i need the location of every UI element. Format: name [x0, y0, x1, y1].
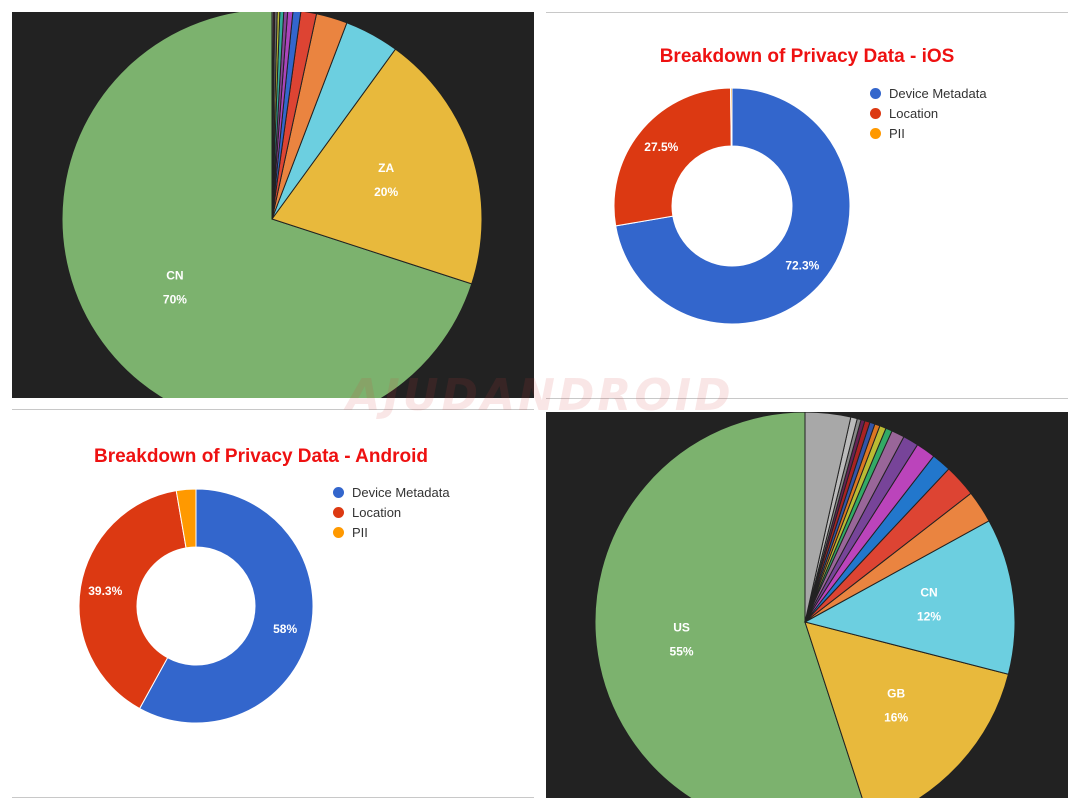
pie-slice-other-11	[271, 12, 274, 220]
pie-slice-cn	[61, 12, 473, 398]
separator-top-right	[546, 12, 1068, 13]
legend-item-device-metadata: Device Metadata	[333, 482, 450, 502]
android-chart-title: Breakdown of Privacy Data - Android	[94, 446, 428, 467]
slice-percent-label: 27.5%	[644, 140, 678, 154]
slice-name-label: CN	[166, 269, 183, 283]
legend-label: PII	[889, 125, 905, 141]
legend-item-pii: PII	[333, 522, 450, 542]
legend-swatch	[333, 526, 344, 538]
legend-item-location: Location	[870, 103, 987, 123]
slice-name-label: GB	[887, 687, 905, 701]
slice-percent-label: 58%	[273, 622, 297, 636]
pie-slice-us	[594, 412, 863, 798]
slice-percent-label: 20%	[374, 185, 398, 199]
country-pie-chart-2: US 55% GB 16% CN 12%	[594, 412, 1016, 798]
pie-slice-location	[78, 490, 187, 710]
slice-name-label: ZA	[378, 161, 394, 175]
slice-name-label: CN	[920, 585, 937, 599]
separator-middle-right	[546, 398, 1068, 399]
ios-chart-title: Breakdown of Privacy Data - iOS	[659, 46, 955, 67]
country-pie-chart-1: CN 70% ZA 20%	[61, 12, 483, 398]
slice-percent-label: 16%	[884, 711, 908, 725]
pie-slice-other-15	[804, 412, 852, 623]
legend-swatch	[870, 107, 881, 119]
legend-label: Location	[352, 504, 402, 520]
legend-label: Device Metadata	[889, 85, 987, 101]
ios-donut-panel: Breakdown of Privacy Data - iOS 72.3% 27.…	[546, 12, 1068, 398]
pie-slice-other-9	[271, 12, 278, 220]
legend-label: Location	[889, 105, 939, 121]
legend-label: PII	[352, 524, 368, 540]
legend-swatch	[333, 506, 344, 518]
android-donut-chart: 58% 39.3%	[78, 488, 314, 724]
legend-item-device-metadata: Device Metadata	[870, 83, 987, 103]
android-donut-panel: Breakdown of Privacy Data - Android 58% 3…	[12, 412, 534, 798]
legend-swatch	[870, 127, 881, 139]
legend-swatch	[333, 486, 344, 498]
legend-item-location: Location	[333, 502, 450, 522]
slice-percent-label: 55%	[670, 645, 694, 659]
separator-bottom-left	[12, 797, 534, 798]
slice-percent-label: 72.3%	[785, 258, 819, 272]
legend-label: Device Metadata	[352, 484, 450, 500]
bottom-right-pie-panel: US 55% GB 16% CN 12%	[546, 412, 1068, 798]
slice-percent-label: 39.3%	[88, 584, 122, 598]
slice-name-label: US	[673, 621, 690, 635]
ios-donut-chart: 72.3% 27.5%	[613, 87, 851, 325]
pie-slice-location	[613, 87, 732, 227]
slice-percent-label: 70%	[163, 293, 187, 307]
legend-swatch	[870, 87, 881, 99]
pie-slice-za	[271, 48, 483, 285]
separator-middle-left	[12, 409, 534, 410]
pie-slice-cn	[803, 520, 1016, 675]
pie-slice-device-metadata	[615, 87, 851, 325]
pie-slice-pii	[730, 87, 733, 147]
legend-item-pii: PII	[870, 123, 987, 143]
android-legend: Device Metadata Location PII	[333, 482, 450, 542]
pie-slice-other-3	[271, 12, 318, 220]
pie-slice-pii	[175, 488, 197, 549]
ios-legend: Device Metadata Location PII	[870, 83, 987, 143]
slice-percent-label: 12%	[917, 609, 941, 623]
top-left-pie-panel: CN 70% ZA 20%	[12, 12, 534, 398]
pie-slice-device-metadata	[138, 488, 314, 724]
pie-slice-gb	[804, 621, 1010, 798]
